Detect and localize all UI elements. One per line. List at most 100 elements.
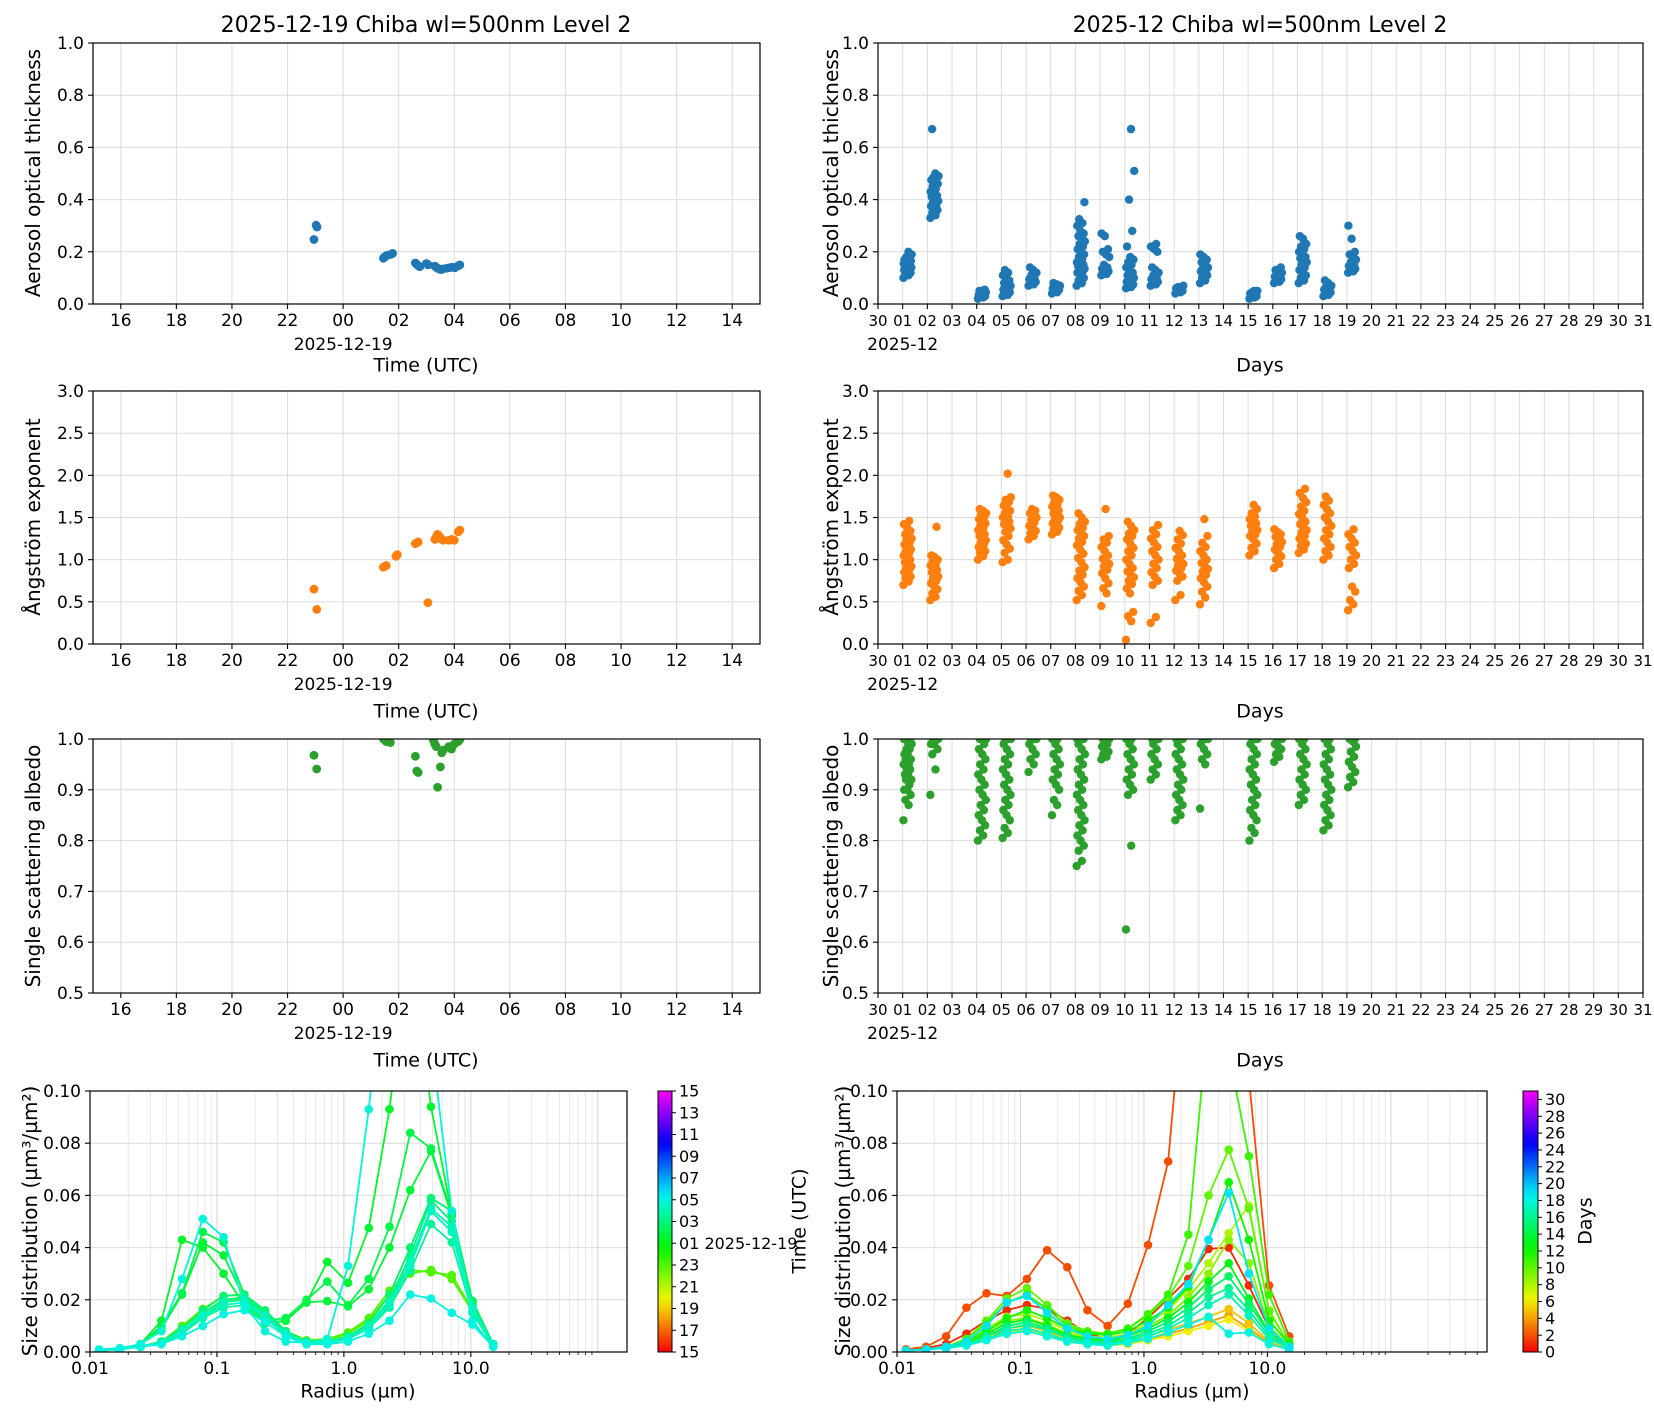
svg-text:0.4: 0.4 [57,191,84,211]
svg-text:0.2: 0.2 [57,243,84,263]
svg-text:0.04: 0.04 [43,1239,81,1259]
svg-text:22: 22 [277,1000,299,1020]
svg-text:26: 26 [1510,312,1529,330]
svg-text:1.0: 1.0 [57,551,84,571]
svg-text:0.10: 0.10 [850,1082,888,1102]
svg-text:8: 8 [1545,1275,1555,1294]
svg-text:30: 30 [868,312,887,330]
ylabel-aot-monthly: Aerosol optical thickness [819,48,843,298]
svg-text:10.0: 10.0 [452,1359,490,1379]
svg-text:22: 22 [1545,1157,1565,1176]
svg-text:20: 20 [1362,652,1381,670]
svg-text:03: 03 [942,312,961,330]
svg-text:26: 26 [1510,652,1529,670]
svg-text:10: 10 [610,1000,632,1020]
svg-text:16: 16 [1263,312,1282,330]
svg-text:28: 28 [1559,312,1578,330]
svg-text:15: 15 [1239,1001,1258,1019]
xlabel-radius-left: Radius (µm) [300,1380,416,1403]
svg-text:03: 03 [942,652,961,670]
svg-text:06: 06 [1017,652,1036,670]
svg-text:02: 02 [918,312,937,330]
svg-text:01: 01 [893,312,912,330]
svg-text:3.0: 3.0 [57,382,84,402]
svg-text:2025-12: 2025-12 [867,675,938,695]
svg-text:17: 17 [679,1321,699,1340]
svg-text:02: 02 [388,1000,410,1020]
svg-text:1.0: 1.0 [842,730,869,750]
svg-text:04: 04 [967,652,986,670]
svg-text:10: 10 [1115,312,1134,330]
svg-text:24: 24 [1461,312,1480,330]
svg-text:19: 19 [1337,312,1356,330]
svg-text:08: 08 [1066,652,1085,670]
svg-text:21: 21 [1387,652,1406,670]
svg-text:17: 17 [1288,312,1307,330]
svg-text:31: 31 [1633,1001,1652,1019]
svg-text:0.6: 0.6 [842,933,869,953]
svg-text:20: 20 [1362,1001,1381,1019]
svg-text:11: 11 [1140,312,1159,330]
svg-text:1.0: 1.0 [842,551,869,571]
svg-text:15: 15 [679,1343,699,1362]
svg-text:2025-12: 2025-12 [867,335,938,355]
svg-text:17: 17 [1288,652,1307,670]
xlabel-time-row2: Time (UTC) [373,700,479,723]
svg-text:25: 25 [1485,652,1504,670]
svg-text:0.8: 0.8 [842,86,869,106]
svg-text:0.1: 0.1 [203,1359,230,1379]
plot-title-monthly: 2025-12 Chiba wl=500nm Level 2 [1072,13,1448,38]
svg-text:3.0: 3.0 [842,382,869,402]
svg-text:12: 12 [1165,1001,1184,1019]
svg-text:08: 08 [1066,312,1085,330]
plot-title-daily: 2025-12-19 Chiba wl=500nm Level 2 [220,13,632,38]
svg-text:20: 20 [221,1000,243,1020]
svg-text:23: 23 [1436,1001,1455,1019]
svg-text:0.06: 0.06 [850,1186,888,1206]
svg-text:26: 26 [1510,1001,1529,1019]
ylabel-sd-daily: Size distribution (µm³/µm²) [18,1085,42,1357]
svg-text:07: 07 [679,1169,699,1188]
svg-text:16: 16 [1545,1208,1565,1227]
svg-text:16: 16 [1263,1001,1282,1019]
svg-text:30: 30 [1609,1001,1628,1019]
svg-text:0.7: 0.7 [842,882,869,902]
svg-text:06: 06 [499,651,521,671]
svg-text:0.01: 0.01 [71,1359,109,1379]
svg-text:11: 11 [1140,1001,1159,1019]
svg-text:0.5: 0.5 [842,984,869,1004]
svg-text:20: 20 [1362,312,1381,330]
svg-text:14: 14 [1214,652,1233,670]
svg-text:25: 25 [1485,312,1504,330]
colorbar-label-days: Days [1574,1197,1597,1245]
svg-text:23: 23 [1436,652,1455,670]
svg-text:0.7: 0.7 [57,882,84,902]
sd_daily-plot: 0.01 0.1 1.0 10.0 0.00 0.02 0.04 0.06 0.08 0.10 15… [43,1082,797,1379]
svg-text:14: 14 [1214,1001,1233,1019]
svg-text:14: 14 [1545,1225,1565,1244]
svg-text:18: 18 [1313,312,1332,330]
xlabel-radius-right: Radius (µm) [1134,1380,1250,1403]
svg-text:0.8: 0.8 [842,832,869,852]
svg-text:0.00: 0.00 [850,1343,888,1363]
svg-text:10: 10 [1545,1258,1565,1277]
svg-text:11: 11 [679,1125,699,1144]
svg-text:22: 22 [277,651,299,671]
svg-text:23: 23 [1436,312,1455,330]
svg-text:27: 27 [1535,1001,1554,1019]
svg-text:0.1: 0.1 [1007,1359,1034,1379]
svg-text:1.0: 1.0 [57,34,84,54]
svg-text:0.0: 0.0 [842,295,869,315]
svg-text:01 2025-12-19: 01 2025-12-19 [679,1234,797,1253]
svg-text:02: 02 [918,652,937,670]
svg-text:1.5: 1.5 [57,508,84,528]
svg-text:04: 04 [443,311,465,331]
xlabel-time-row3: Time (UTC) [373,1049,479,1072]
svg-text:03: 03 [942,1001,961,1019]
svg-text:21: 21 [1387,312,1406,330]
svg-text:1.0: 1.0 [1130,1359,1157,1379]
svg-text:0.8: 0.8 [57,832,84,852]
svg-text:2.5: 2.5 [842,424,869,444]
